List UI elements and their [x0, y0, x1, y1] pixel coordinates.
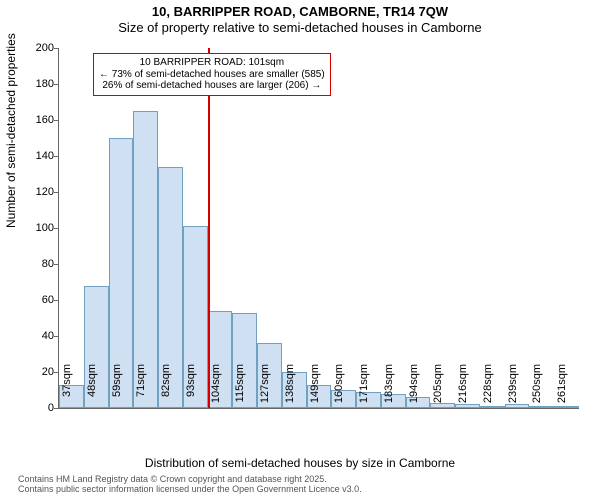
y-tick-mark [54, 192, 58, 193]
x-tick-label: 59sqm [111, 364, 123, 410]
y-tick-label: 20 [0, 366, 54, 378]
y-tick-mark [54, 372, 58, 373]
attribution-line: Contains HM Land Registry data © Crown c… [18, 474, 362, 484]
x-tick-label: 171sqm [358, 364, 370, 410]
annotation-box: 10 BARRIPPER ROAD: 101sqm← 73% of semi-d… [93, 53, 331, 96]
x-tick-label: 194sqm [408, 364, 420, 410]
annotation-line: ← 73% of semi-detached houses are smalle… [99, 69, 325, 81]
y-tick-label: 80 [0, 258, 54, 270]
x-tick-label: 127sqm [259, 364, 271, 410]
y-tick-mark [54, 264, 58, 265]
y-tick-label: 100 [0, 222, 54, 234]
x-tick-label: 115sqm [234, 364, 246, 410]
x-tick-label: 37sqm [61, 364, 73, 410]
attribution-text: Contains HM Land Registry data © Crown c… [18, 474, 362, 495]
y-tick-label: 200 [0, 42, 54, 54]
y-tick-label: 140 [0, 150, 54, 162]
y-tick-mark [54, 120, 58, 121]
y-tick-label: 180 [0, 78, 54, 90]
x-tick-label: 104sqm [210, 364, 222, 410]
x-tick-label: 138sqm [284, 364, 296, 410]
reference-line [208, 48, 210, 408]
x-tick-label: 71sqm [135, 364, 147, 410]
y-tick-mark [54, 300, 58, 301]
annotation-line: 10 BARRIPPER ROAD: 101sqm [99, 57, 325, 69]
chart-container: 10, BARRIPPER ROAD, CAMBORNE, TR14 7QW S… [0, 0, 600, 500]
annotation-line: 26% of semi-detached houses are larger (… [99, 80, 325, 92]
y-axis-label: Number of semi-detached properties [4, 33, 18, 228]
y-tick-label: 40 [0, 330, 54, 342]
plot-area: 10 BARRIPPER ROAD: 101sqm← 73% of semi-d… [58, 48, 579, 409]
x-tick-label: 160sqm [333, 364, 345, 410]
y-tick-mark [54, 228, 58, 229]
x-tick-label: 48sqm [86, 364, 98, 410]
y-tick-label: 0 [0, 402, 54, 414]
x-tick-label: 149sqm [309, 364, 321, 410]
y-tick-label: 120 [0, 186, 54, 198]
x-tick-label: 239sqm [507, 364, 519, 410]
y-tick-label: 60 [0, 294, 54, 306]
attribution-line: Contains public sector information licen… [18, 484, 362, 494]
y-tick-mark [54, 48, 58, 49]
x-tick-label: 216sqm [457, 364, 469, 410]
y-tick-mark [54, 408, 58, 409]
x-tick-label: 228sqm [482, 364, 494, 410]
x-tick-label: 261sqm [556, 364, 568, 410]
chart-title: 10, BARRIPPER ROAD, CAMBORNE, TR14 7QW [0, 0, 600, 20]
x-axis-label: Distribution of semi-detached houses by … [0, 456, 600, 470]
x-tick-label: 93sqm [185, 364, 197, 410]
y-tick-label: 160 [0, 114, 54, 126]
y-tick-mark [54, 336, 58, 337]
x-tick-label: 250sqm [531, 364, 543, 410]
x-tick-label: 82sqm [160, 364, 172, 410]
y-tick-mark [54, 156, 58, 157]
chart-subtitle: Size of property relative to semi-detach… [0, 20, 600, 37]
y-tick-mark [54, 84, 58, 85]
x-tick-label: 183sqm [383, 364, 395, 410]
x-tick-label: 205sqm [432, 364, 444, 410]
